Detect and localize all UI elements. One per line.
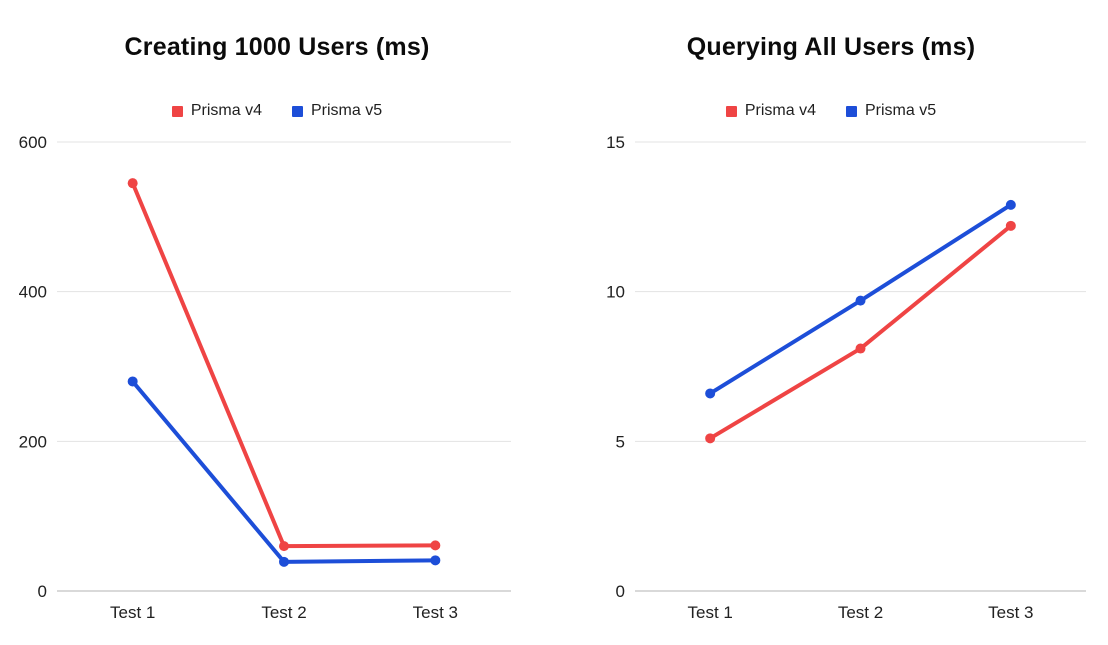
legend-label-prisma-v5: Prisma v5: [865, 102, 937, 119]
y-axis-tick-label: 0: [616, 582, 625, 601]
series-line-prisma-v4: [130, 181, 438, 549]
data-point-prisma-v4: [127, 178, 138, 189]
data-point-prisma-v5: [855, 295, 866, 306]
data-point-prisma-v5: [705, 388, 716, 399]
y-axis-tick-label: 15: [606, 133, 625, 152]
x-axis-category-label: Test 3: [988, 603, 1033, 622]
chart-title-creating-users: Creating 1000 Users (ms): [124, 33, 430, 61]
data-point-prisma-v5: [1005, 199, 1016, 210]
legend-creating-users: Prisma v4 Prisma v5: [0, 102, 554, 120]
legend-item-prisma-v5: Prisma v5: [846, 102, 936, 120]
y-axis-tick-label: 400: [19, 283, 47, 302]
y-axis-tick-label: 600: [19, 133, 47, 152]
data-point-prisma-v4: [855, 343, 866, 354]
chart-title-querying-users: Querying All Users (ms): [686, 33, 976, 61]
legend-swatch-prisma-v5: [292, 105, 303, 117]
line-chart-creating-users: 0 200 400 600 Test 1 Test 2 Test 3: [19, 133, 511, 622]
legend-item-prisma-v5: Prisma v5: [292, 102, 382, 120]
legend-label-prisma-v4: Prisma v4: [190, 102, 262, 119]
x-axis-category-label: Test 2: [838, 603, 883, 622]
x-axis-category-label: Test 2: [261, 603, 306, 622]
data-point-prisma-v5: [279, 556, 289, 567]
data-point-prisma-v5: [127, 376, 138, 387]
legend-swatch-prisma-v4: [725, 105, 737, 117]
legend-label-prisma-v4: Prisma v4: [744, 102, 816, 119]
line-chart-querying-users: 0 5 10 15 Test 1 Test 2 Test 3: [606, 133, 1086, 622]
legend-item-prisma-v4: Prisma v4: [171, 102, 262, 120]
series-line-prisma-v5: [130, 379, 438, 564]
data-point-prisma-v4: [705, 433, 716, 444]
legend-querying-users: Prisma v4 Prisma v5: [554, 102, 1108, 120]
x-axis-category-label: Test 3: [413, 603, 458, 622]
x-axis-category-label: Test 1: [110, 603, 155, 622]
series-line-prisma-v4: [708, 223, 1013, 441]
legend-swatch-prisma-v5: [846, 105, 857, 117]
data-point-prisma-v4: [430, 540, 441, 551]
data-point-prisma-v4: [1005, 220, 1016, 231]
data-point-prisma-v5: [430, 555, 441, 566]
legend-swatch-prisma-v4: [171, 105, 183, 117]
y-axis-tick-label: 5: [616, 432, 625, 451]
x-axis-category-label: Test 1: [687, 603, 732, 622]
chart-creating-users: Creating 1000 Users (ms) Prisma v4 Prism…: [0, 33, 554, 622]
legend-item-prisma-v4: Prisma v4: [725, 102, 816, 120]
y-axis-tick-label: 0: [38, 582, 47, 601]
chart-querying-users: Querying All Users (ms) Prisma v4 Prisma…: [554, 0, 1108, 645]
y-axis-tick-label: 10: [606, 283, 625, 302]
legend-label-prisma-v5: Prisma v5: [311, 102, 383, 119]
data-point-prisma-v4: [279, 541, 289, 552]
y-axis-tick-label: 200: [19, 432, 47, 451]
